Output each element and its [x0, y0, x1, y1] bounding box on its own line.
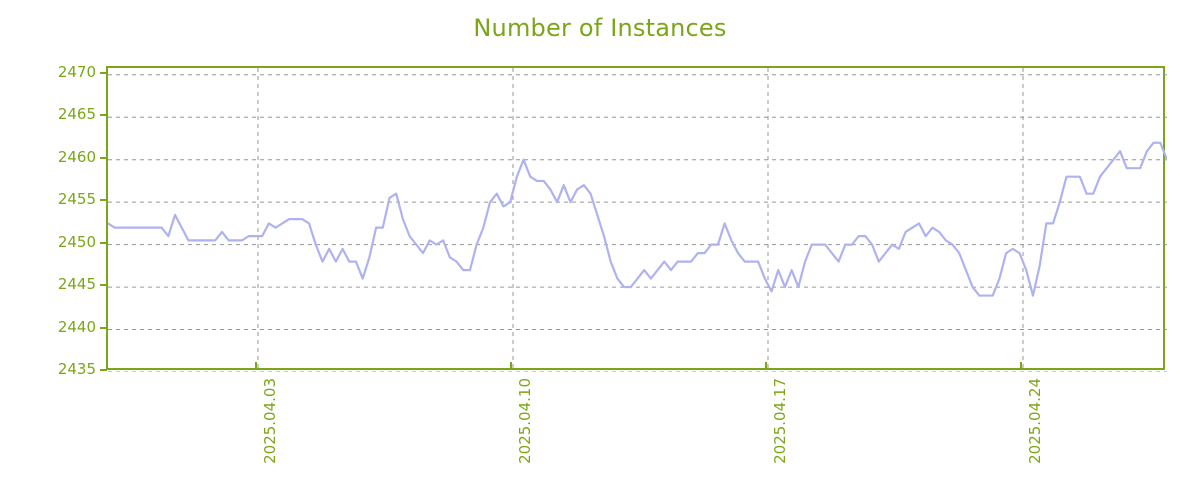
plot-area: [106, 66, 1167, 372]
y-axis-tick-label: 2455: [57, 190, 96, 209]
x-axis-tick-mark: [765, 362, 767, 370]
x-axis-tick-mark: [255, 362, 257, 370]
y-axis-tick-label: 2435: [57, 360, 96, 378]
y-axis-tick-mark: [100, 156, 107, 159]
plot-svg: [108, 68, 1167, 372]
y-axis-tick-mark: [100, 114, 107, 117]
data-series-line: [108, 143, 1167, 296]
x-axis-tick-mark: [1020, 362, 1022, 370]
y-axis-tick-mark: [100, 241, 107, 244]
y-axis-tick-label: 2450: [57, 232, 96, 251]
y-axis-tick-label: 2465: [57, 105, 96, 124]
y-axis-tick-mark: [100, 284, 107, 287]
x-axis-tick-label: 2025.04.10: [516, 378, 534, 464]
gridlines: [108, 68, 1167, 372]
data-series-group: [108, 143, 1167, 296]
y-axis-tick-label: 2445: [57, 275, 96, 294]
x-axis-tick-mark: [510, 362, 512, 370]
chart-title: Number of Instances: [473, 14, 727, 42]
y-axis-tick-mark: [100, 71, 107, 74]
y-axis-tick-label: 2460: [57, 147, 96, 166]
y-axis-tick-mark: [100, 199, 107, 202]
x-axis-tick-label: 2025.04.03: [261, 378, 279, 464]
y-axis-tick-mark: [100, 326, 107, 329]
y-axis-tick-mark: [100, 369, 107, 371]
y-axis-tick-label: 2440: [57, 317, 96, 336]
y-axis-tick-labels: 2435 2440 2445 2450 2455 2460 2465 2470: [32, 0, 96, 500]
x-axis-tick-label: 2025.04.17: [771, 378, 789, 464]
x-axis-tick-label: 2025.04.24: [1026, 378, 1044, 464]
y-axis-tick-label: 2470: [57, 62, 96, 81]
